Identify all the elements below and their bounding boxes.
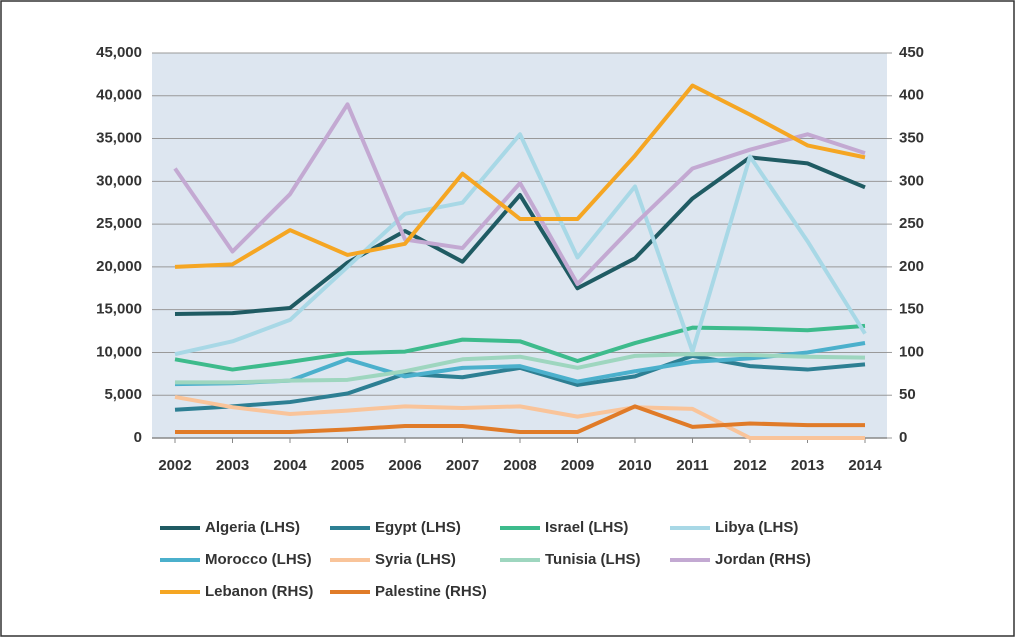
- y-tick-label: 40,000: [96, 87, 142, 104]
- series-line: [175, 352, 866, 385]
- series-line: [174, 394, 865, 440]
- plot-area: [152, 53, 887, 438]
- legend-label: Tunisia (LHS): [545, 551, 641, 568]
- x-tick-label: 2006: [388, 457, 421, 474]
- y2-tick-label: 350: [899, 130, 924, 147]
- y2-tick-label: 400: [899, 87, 924, 104]
- legend-label: Palestine (RHS): [375, 583, 487, 600]
- legend-label: Egypt (LHS): [375, 519, 461, 536]
- y-tick-label: 0: [134, 429, 142, 446]
- x-tick-label: 2007: [446, 457, 479, 474]
- y-tick-label: 15,000: [96, 301, 142, 318]
- x-tick-label: 2005: [331, 457, 364, 474]
- x-tick-label: 2012: [733, 457, 766, 474]
- x-tick-label: 2008: [503, 457, 536, 474]
- y2-tick-label: 200: [899, 258, 924, 275]
- x-tick-label: 2013: [791, 457, 824, 474]
- x-tick-label: 2009: [561, 457, 594, 474]
- series-line: [174, 132, 867, 357]
- x-tick-label: 2002: [158, 457, 191, 474]
- y-tick-label: 10,000: [96, 343, 142, 360]
- series-line: [175, 404, 865, 435]
- y2-tick-label: 50: [899, 386, 916, 403]
- y-tick-label: 20,000: [96, 258, 142, 275]
- x-tick-label: 2010: [618, 457, 651, 474]
- series-line: [173, 102, 866, 286]
- y-tick-label: 25,000: [96, 215, 142, 232]
- legend-label: Israel (LHS): [545, 519, 628, 536]
- y-tick-label: 5,000: [104, 386, 142, 403]
- legend-label: Libya (LHS): [715, 519, 798, 536]
- legend-label: Morocco (LHS): [205, 551, 312, 568]
- x-tick-label: 2011: [676, 457, 709, 474]
- y2-tick-label: 300: [899, 172, 924, 189]
- y-tick-label: 45,000: [96, 44, 142, 61]
- y-tick-label: 35,000: [96, 130, 142, 147]
- legend-label: Lebanon (RHS): [205, 583, 313, 600]
- y2-tick-label: 450: [899, 44, 924, 61]
- series-line: [174, 323, 866, 372]
- legend-label: Jordan (RHS): [715, 551, 811, 568]
- y2-tick-label: 100: [899, 343, 924, 360]
- y2-tick-label: 250: [899, 215, 924, 232]
- series-line: [174, 83, 866, 269]
- y-tick-label: 30,000: [96, 172, 142, 189]
- legend-label: Syria (LHS): [375, 551, 456, 568]
- y2-tick-label: 150: [899, 301, 924, 318]
- y2-tick-label: 0: [899, 429, 907, 446]
- x-tick-label: 2003: [216, 457, 249, 474]
- x-tick-label: 2004: [273, 457, 307, 474]
- legend-label: Algeria (LHS): [205, 519, 300, 536]
- x-tick-label: 2014: [848, 457, 882, 474]
